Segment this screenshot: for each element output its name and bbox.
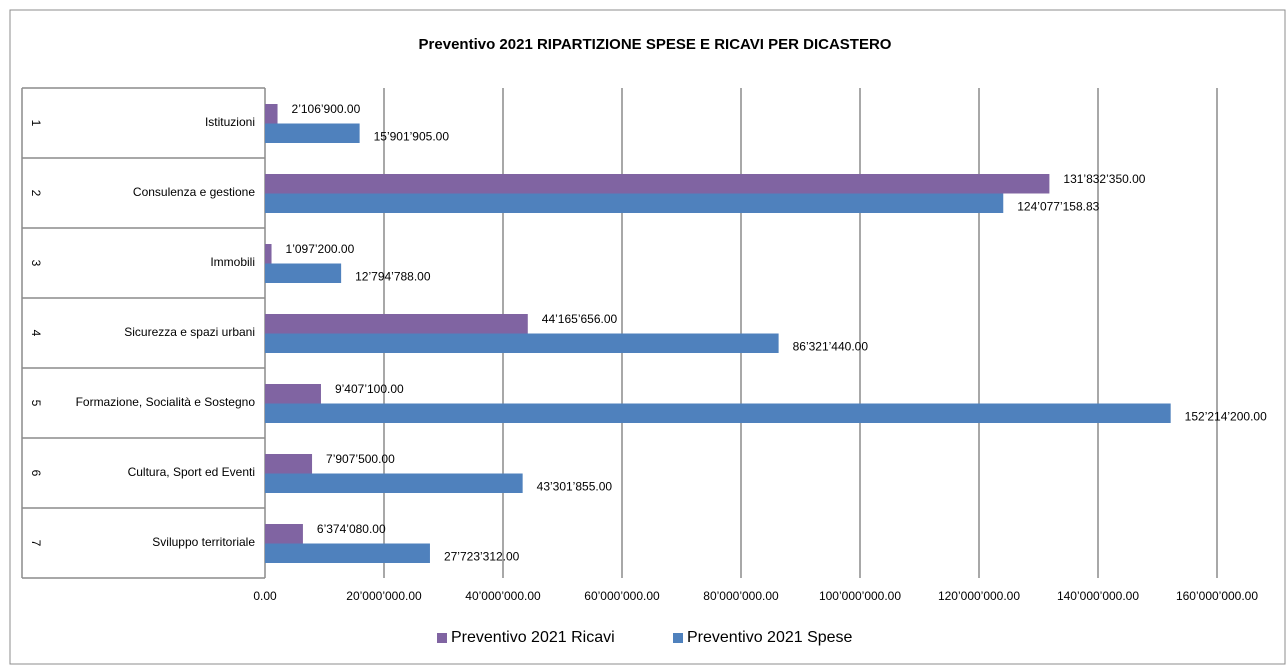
bar — [265, 403, 1171, 423]
category-number: 1 — [29, 120, 43, 127]
legend-swatch — [437, 633, 447, 643]
category-number: 5 — [29, 400, 43, 407]
bar — [265, 454, 313, 474]
bar — [265, 104, 278, 124]
legend-label: Preventivo 2021 Spese — [687, 629, 853, 646]
bar — [265, 473, 523, 493]
bar — [265, 193, 1004, 213]
x-tick-label: 40’000’000.00 — [465, 589, 541, 603]
bar — [265, 333, 779, 353]
data-label: 86’321’440.00 — [793, 339, 869, 353]
y-tick-label: Sviluppo territoriale — [152, 535, 255, 549]
data-label: 43’301’855.00 — [537, 479, 613, 493]
x-tick-label: 120’000’000.00 — [938, 589, 1020, 603]
legend-swatch — [673, 633, 683, 643]
data-label: 2’106’900.00 — [292, 102, 361, 116]
y-tick-label: Cultura, Sport ed Eventi — [128, 465, 255, 479]
y-tick-label: Consulenza e gestione — [133, 185, 255, 199]
category-number: 4 — [29, 330, 43, 337]
x-tick-label: 80’000’000.00 — [703, 589, 779, 603]
y-tick-label: Sicurezza e spazi urbani — [124, 325, 255, 339]
data-label: 6’374’080.00 — [317, 522, 386, 536]
bar — [265, 174, 1050, 194]
x-tick-label: 100’000’000.00 — [819, 589, 901, 603]
bar — [265, 543, 430, 563]
data-label: 27’723’312.00 — [444, 549, 520, 563]
bar — [265, 524, 303, 544]
category-number: 2 — [29, 190, 43, 197]
bar — [265, 384, 321, 404]
category-number: 3 — [29, 260, 43, 267]
bar — [265, 123, 360, 143]
y-tick-label: Formazione, Socialità e Sostegno — [76, 395, 256, 409]
x-tick-label: 20’000’000.00 — [346, 589, 422, 603]
y-tick-label: Istituzioni — [205, 115, 255, 129]
category-number: 6 — [29, 470, 43, 477]
data-label: 124’077’158.83 — [1017, 199, 1099, 213]
x-tick-label: 140’000’000.00 — [1057, 589, 1139, 603]
x-tick-label: 0.00 — [253, 589, 277, 603]
data-label: 44’165’656.00 — [542, 312, 618, 326]
data-label: 1’097’200.00 — [286, 242, 355, 256]
data-label: 12’794’788.00 — [355, 269, 431, 283]
data-label: 152’214’200.00 — [1185, 409, 1267, 423]
bar — [265, 244, 272, 264]
bar — [265, 314, 528, 334]
bar — [265, 263, 342, 283]
data-label: 9’407’100.00 — [335, 382, 404, 396]
x-tick-label: 60’000’000.00 — [584, 589, 660, 603]
chart-title: Preventivo 2021 RIPARTIZIONE SPESE E RIC… — [419, 36, 892, 53]
data-label: 131’832’350.00 — [1063, 172, 1145, 186]
y-tick-label: Immobili — [210, 255, 255, 269]
data-label: 7’907’500.00 — [326, 452, 395, 466]
category-number: 7 — [29, 540, 43, 547]
legend-label: Preventivo 2021 Ricavi — [451, 629, 615, 646]
x-tick-label: 160’000’000.00 — [1176, 589, 1258, 603]
data-label: 15’901’905.00 — [374, 129, 450, 143]
